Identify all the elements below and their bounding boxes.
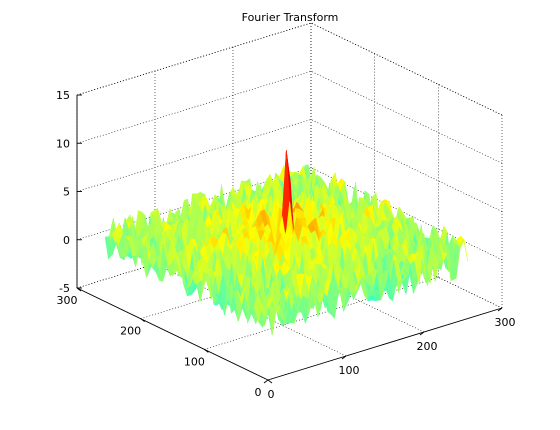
y-tick	[140, 318, 145, 323]
y-tick-label: 200	[120, 325, 141, 338]
sidewall-gridline-z	[310, 70, 503, 164]
z-tick-label: 0	[63, 234, 70, 247]
x-tick	[419, 331, 425, 336]
box-top-edge	[76, 22, 312, 96]
x-tick	[263, 379, 269, 384]
surface	[104, 150, 468, 336]
x-tick-label: 0	[268, 388, 275, 401]
backwall-gridline-z	[76, 70, 312, 144]
x-axis-line	[267, 307, 503, 381]
surface-patch	[264, 308, 273, 336]
z-tick-label: 10	[56, 137, 70, 150]
box-top-edge	[310, 22, 503, 116]
z-tick-label: 15	[56, 89, 70, 102]
axes	[76, 94, 503, 384]
x-tick-label: 100	[339, 364, 360, 377]
y-axis-line	[76, 287, 269, 381]
y-tick	[204, 348, 209, 353]
y-tick	[76, 287, 82, 292]
y-tick	[267, 379, 273, 384]
chart-title: Fourier Transform	[242, 11, 339, 24]
x-tick-label: 300	[495, 316, 516, 329]
y-tick-label: 100	[184, 355, 205, 368]
backwall-gridline-z	[76, 119, 312, 192]
y-tick-label: 0	[255, 386, 262, 399]
x-tick-label: 200	[417, 340, 438, 353]
z-tick-label: -5	[59, 282, 70, 295]
y-tick-label: 300	[57, 294, 78, 307]
x-tick	[497, 307, 503, 312]
x-tick	[341, 355, 347, 360]
z-tick-label: 5	[63, 186, 70, 199]
